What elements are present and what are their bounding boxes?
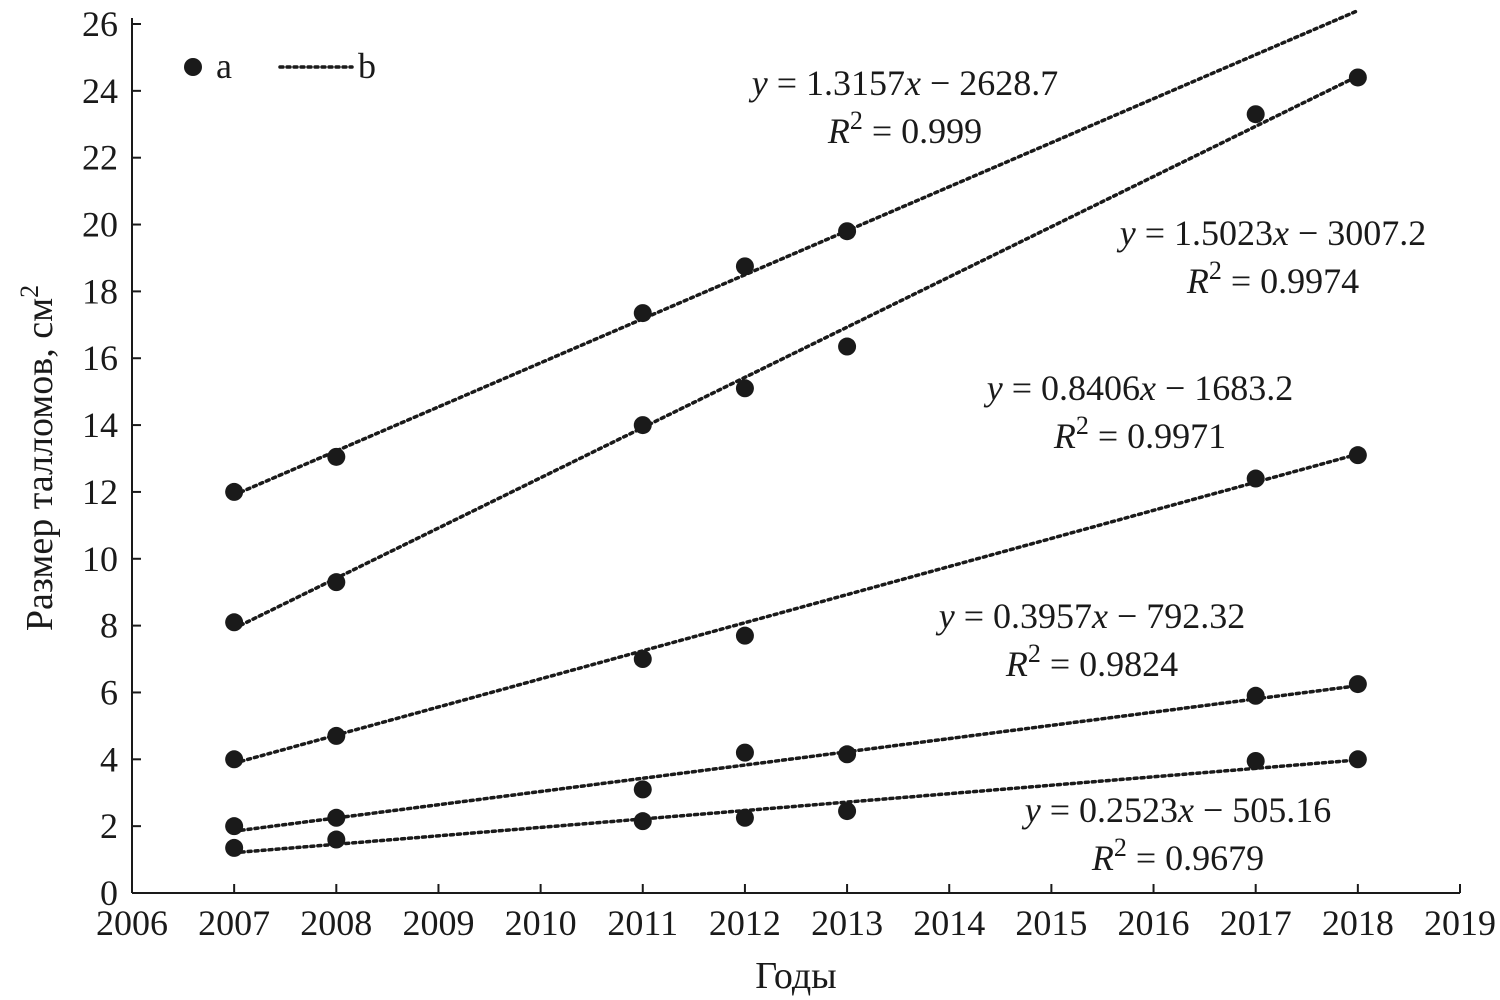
data-point <box>225 817 244 836</box>
data-point <box>838 802 857 821</box>
data-point <box>1348 446 1367 465</box>
data-point <box>327 808 346 827</box>
equation-label: y = 1.5023x − 3007.2 <box>1117 213 1427 253</box>
trend-lines <box>232 8 1360 855</box>
axes <box>131 18 1460 894</box>
y-tick-label: 16 <box>82 338 118 378</box>
trend-line <box>232 74 1360 631</box>
r-squared-label: R2 = 0.999 <box>827 106 982 151</box>
data-point <box>838 745 857 764</box>
data-point <box>1246 751 1265 770</box>
x-tick-label: 2009 <box>402 903 474 943</box>
data-point <box>735 743 754 762</box>
data-point <box>1348 750 1367 769</box>
r-squared-label: R2 = 0.9824 <box>1005 639 1178 684</box>
y-tick-label: 8 <box>100 606 118 646</box>
x-tick-label: 2014 <box>913 903 985 943</box>
y-tick-label: 18 <box>82 271 118 311</box>
x-tick-label: 2017 <box>1220 903 1292 943</box>
y-tick-label: 20 <box>82 205 118 245</box>
equation-label: y = 0.3957x − 792.32 <box>936 596 1246 636</box>
x-tick-label: 2019 <box>1424 903 1496 943</box>
data-point <box>735 626 754 645</box>
y-tick-label: 14 <box>82 405 118 445</box>
data-point <box>1246 469 1265 488</box>
trend-line <box>232 758 1360 855</box>
r-squared-label: R2 = 0.9974 <box>1186 256 1359 301</box>
y-tick-label: 4 <box>100 739 118 779</box>
y-axis-title-superscript: 2 <box>15 285 44 298</box>
data-point <box>1246 105 1265 124</box>
data-point <box>838 222 857 241</box>
data-point <box>735 808 754 827</box>
tick-group: 2006 2007 2008 2009 2010 2011 2012 2013 2014 2015… <box>82 4 1496 943</box>
x-tick-label: 2010 <box>505 903 577 943</box>
y-axis-title: Размер талломов, см2 <box>15 285 61 631</box>
y-tick-label: 22 <box>82 138 118 178</box>
data-point <box>327 726 346 745</box>
data-point <box>225 613 244 632</box>
legend-label: b <box>358 46 376 86</box>
x-tick-label: 2015 <box>1015 903 1087 943</box>
x-axis-title: Годы <box>755 955 836 997</box>
data-point <box>225 838 244 857</box>
data-point <box>633 650 652 669</box>
data-point <box>1348 675 1367 694</box>
legend-marker-point <box>184 58 202 76</box>
y-tick-label: 12 <box>82 472 118 512</box>
data-point <box>225 750 244 769</box>
y-tick-label: 2 <box>100 806 118 846</box>
data-points <box>225 68 1367 857</box>
equation-label: y = 0.2523x − 505.16 <box>1022 790 1332 830</box>
data-point <box>225 482 244 501</box>
x-tick-label: 2016 <box>1118 903 1190 943</box>
x-tick-label: 2008 <box>300 903 372 943</box>
x-tick-label: 2007 <box>198 903 270 943</box>
r-squared-label: R2 = 0.9971 <box>1053 411 1226 456</box>
x-tick-label: 2013 <box>811 903 883 943</box>
r-squared-label: R2 = 0.9679 <box>1091 833 1264 878</box>
data-point <box>327 447 346 466</box>
data-point <box>633 416 652 435</box>
trend-line <box>232 8 1360 497</box>
data-point <box>633 812 652 831</box>
y-tick-label: 10 <box>82 539 118 579</box>
data-point <box>735 379 754 398</box>
data-point <box>327 573 346 592</box>
trend-line <box>232 452 1360 765</box>
y-tick-label: 24 <box>82 71 118 111</box>
y-tick-label: 0 <box>100 873 118 913</box>
data-point <box>327 830 346 849</box>
equation-annotations: y = 1.3157x − 2628.7R2 = 0.999 y = 1.5023… <box>749 63 1427 878</box>
data-point <box>838 337 857 356</box>
data-point <box>633 304 652 323</box>
x-tick-label: 2012 <box>709 903 781 943</box>
equation-label: y = 1.3157x − 2628.7 <box>749 63 1059 103</box>
equation-label: y = 0.8406x − 1683.2 <box>984 368 1294 408</box>
data-point <box>1246 686 1265 705</box>
data-point <box>735 257 754 276</box>
y-tick-label: 6 <box>100 672 118 712</box>
y-axis-title-text: Размер талломов, см <box>19 298 61 631</box>
trend-line <box>232 683 1360 833</box>
x-tick-label: 2006 <box>96 903 168 943</box>
x-tick-label: 2018 <box>1322 903 1394 943</box>
x-tick-label: 2011 <box>607 903 678 943</box>
y-tick-label: 26 <box>82 4 118 44</box>
data-point <box>633 780 652 799</box>
data-point <box>1348 68 1367 87</box>
legend-label: a <box>216 46 232 86</box>
